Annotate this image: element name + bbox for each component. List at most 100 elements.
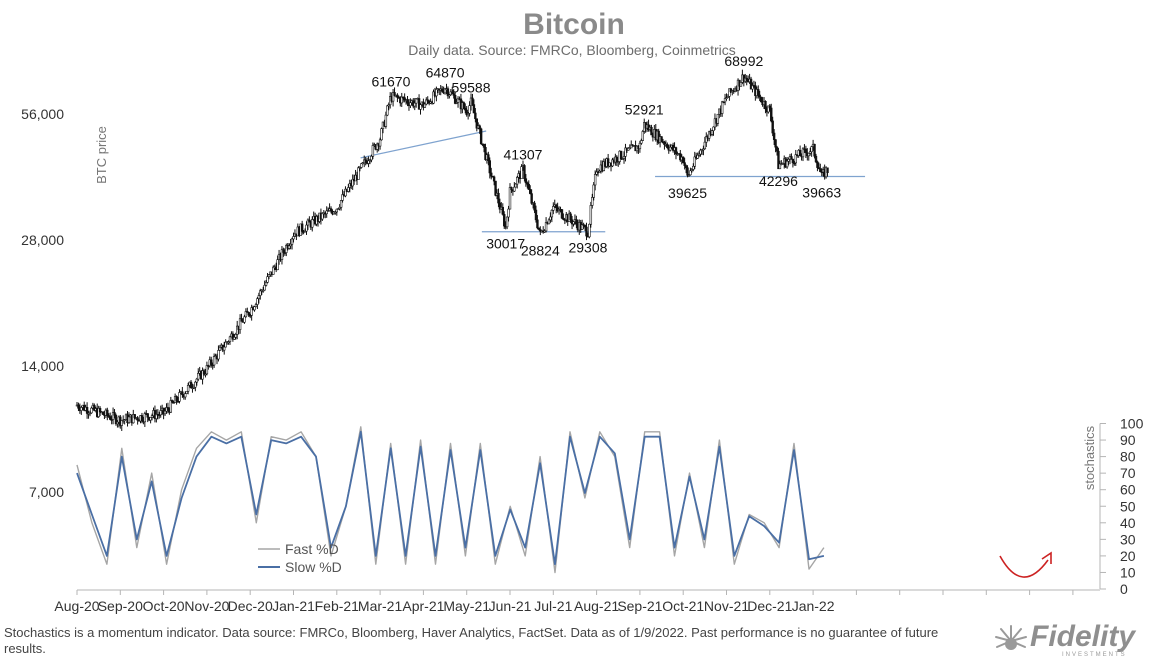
price-candle-body <box>285 245 288 253</box>
x-tick-label: Apr-21 <box>402 598 444 614</box>
price-candle-body <box>810 146 813 153</box>
price-candle-body <box>488 160 491 174</box>
price-candle-body <box>175 396 178 402</box>
legend: Fast %D Slow %D <box>258 541 342 575</box>
price-candle-body <box>321 213 324 220</box>
price-candle-body <box>482 143 486 148</box>
price-candle-body <box>547 219 551 225</box>
price-candle-body <box>97 408 100 417</box>
price-candle-body <box>484 147 487 160</box>
price-candle-body <box>236 325 239 335</box>
y-tick-label-right: 10 <box>1120 564 1136 580</box>
price-candle-body <box>181 391 184 396</box>
price-candle-body <box>93 404 96 411</box>
price-candle-body <box>261 289 265 292</box>
price-candle-body <box>409 102 412 107</box>
price-candle-body <box>370 155 373 161</box>
price-candle-body <box>787 159 790 162</box>
price-candle-body <box>790 156 793 160</box>
price-candle-body <box>514 183 517 188</box>
price-candles <box>75 69 829 431</box>
price-candle-body <box>516 177 519 185</box>
price-candle-body <box>759 96 763 103</box>
price-candle-body <box>276 259 279 271</box>
price-candle-body <box>233 336 236 340</box>
y-tick-label-left: 28,000 <box>21 232 64 248</box>
price-candle-body <box>606 158 610 167</box>
price-candle-body <box>465 109 468 116</box>
price-candle-body <box>588 223 591 238</box>
x-tick-label: Oct-20 <box>143 598 185 614</box>
price-candle-body <box>455 102 458 104</box>
price-candle-body <box>166 407 170 410</box>
price-candle-body <box>722 101 725 104</box>
price-candle-body <box>371 145 375 157</box>
price-candle-body <box>699 149 702 155</box>
price-candle-body <box>133 414 136 419</box>
price-candle-body <box>335 208 338 213</box>
price-candle-body <box>360 163 363 168</box>
footnote: Stochastics is a momentum indicator. Dat… <box>4 625 939 656</box>
price-candle-body <box>266 276 269 283</box>
price-candle-body <box>440 88 444 92</box>
price-candle-body <box>777 150 780 170</box>
price-candle-body <box>611 159 614 167</box>
price-candle-body <box>650 126 653 136</box>
chart-title: Bitcoin <box>523 8 625 41</box>
price-candle-body <box>311 219 314 228</box>
price-candle-body <box>793 162 796 165</box>
price-annotation: 61670 <box>371 73 410 89</box>
price-candle-body <box>357 167 360 180</box>
price-candle-body <box>705 136 708 143</box>
price-candle-body <box>387 104 390 107</box>
price-candle-body <box>536 219 539 229</box>
price-candle-body <box>451 91 454 94</box>
price-candle-body <box>231 333 235 340</box>
price-candle-body <box>246 311 249 313</box>
price-candle-body <box>184 393 187 398</box>
y-tick-label-right: 0 <box>1120 581 1128 597</box>
price-candle-body <box>560 209 564 219</box>
legend-label-fast: Fast %D <box>285 541 339 557</box>
price-candle-body <box>772 132 776 140</box>
price-candle-body <box>474 112 477 120</box>
price-candle-body <box>264 282 268 286</box>
price-candle-body <box>807 152 810 157</box>
price-candle-body <box>368 159 372 162</box>
price-candle-body <box>217 350 220 360</box>
price-candle-body <box>621 158 624 160</box>
price-candle-body <box>238 318 242 330</box>
price-candle-body <box>435 88 438 97</box>
price-candle-body <box>767 105 770 113</box>
legend-label-slow: Slow %D <box>285 559 342 575</box>
price-candle-body <box>358 167 362 169</box>
price-candle-body <box>396 94 399 98</box>
price-candle-body <box>492 176 496 182</box>
price-candle-body <box>210 359 213 365</box>
price-candle-body <box>817 167 821 170</box>
price-candle-body <box>684 165 688 169</box>
price-candle-body <box>443 88 447 94</box>
price-candle-body <box>529 189 532 194</box>
series-slow-d <box>76 430 825 566</box>
price-candle-body <box>192 386 196 389</box>
price-candle-body <box>687 174 691 177</box>
price-candle-body <box>384 114 388 127</box>
price-candle-body <box>826 167 829 174</box>
price-candle-body <box>77 404 80 409</box>
price-candle-body <box>622 156 626 159</box>
price-candle-body <box>111 412 115 420</box>
price-candle-body <box>240 318 243 322</box>
price-candle-body <box>263 284 266 291</box>
stochastic-lines <box>76 426 825 574</box>
price-candle-body <box>501 206 504 215</box>
price-candle-body <box>259 290 262 296</box>
price-candle-body <box>804 148 808 154</box>
price-annotation: 39663 <box>802 185 841 201</box>
price-candle-body <box>272 266 275 275</box>
price-candle-body <box>544 222 548 232</box>
chart-subtitle: Daily data. Source: FMRCo, Bloomberg, Co… <box>408 42 736 58</box>
reversal-arrow <box>999 551 1052 578</box>
